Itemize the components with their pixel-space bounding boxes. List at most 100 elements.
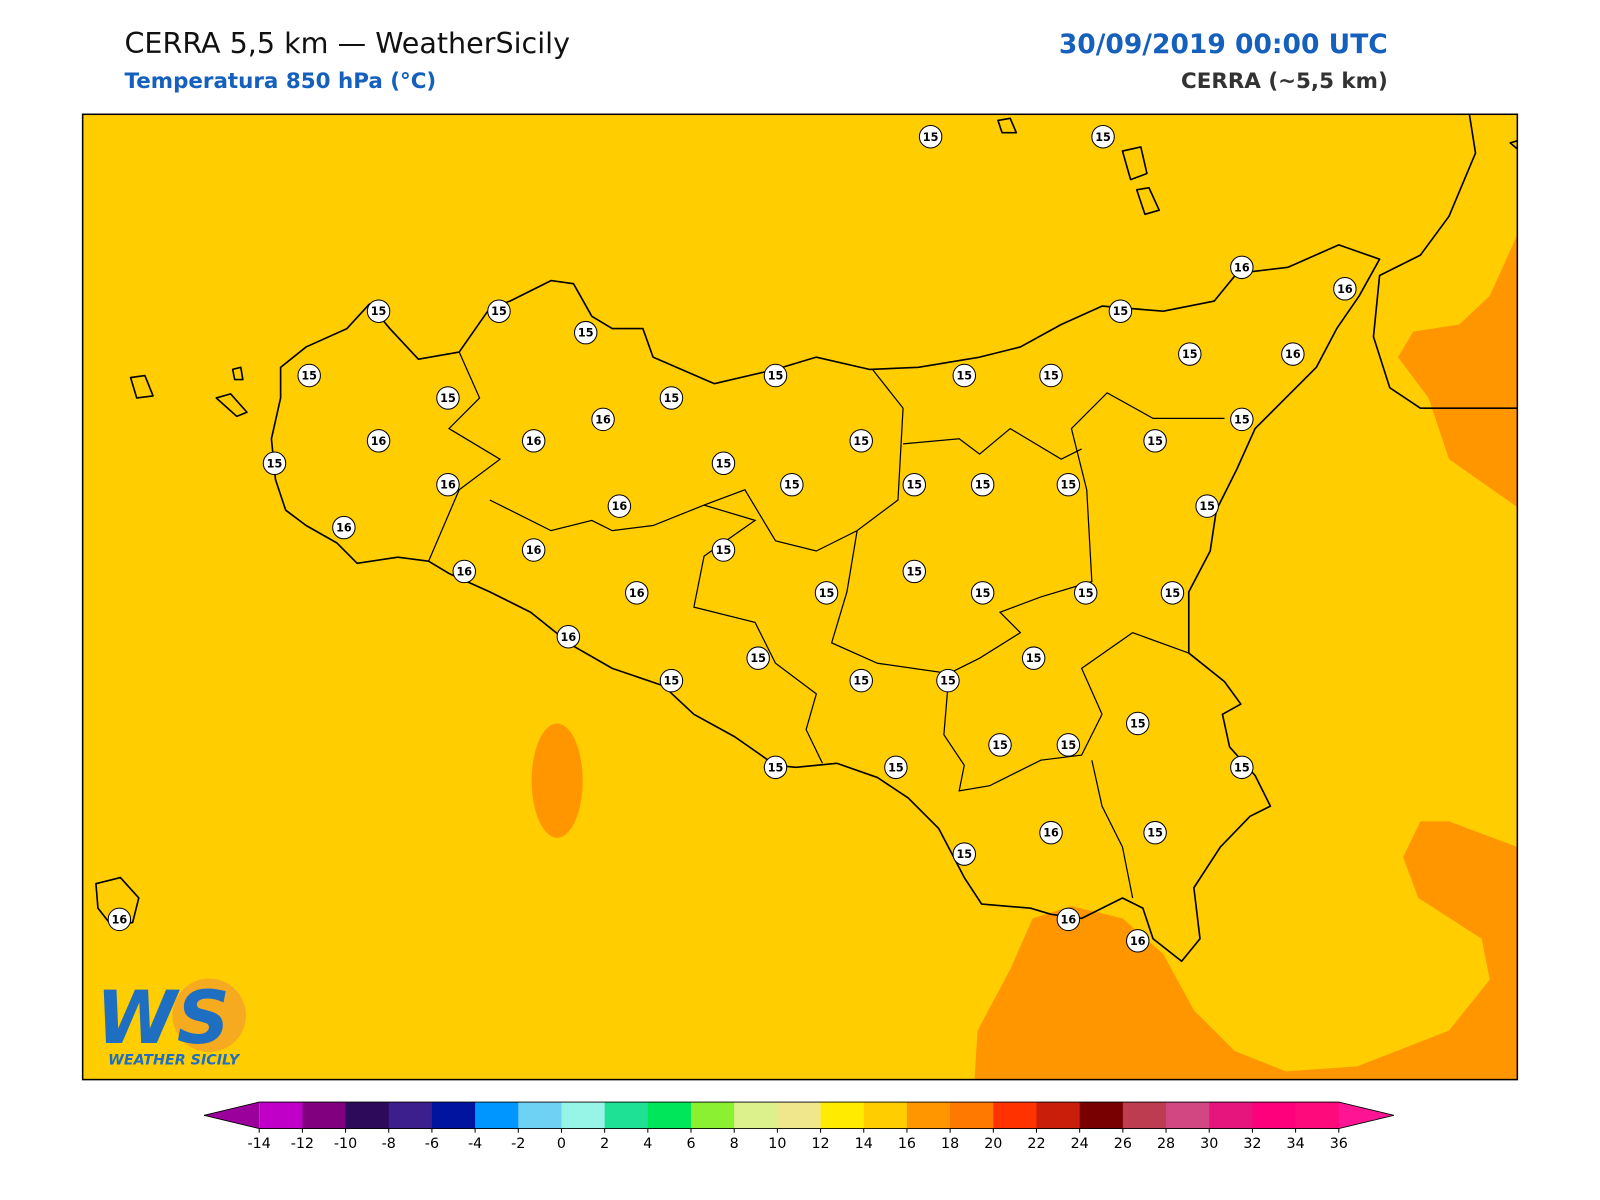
station-value: 16 — [456, 565, 472, 578]
colorbar-tick-label: 8 — [730, 1136, 739, 1152]
colorbar-tick-label: 28 — [1157, 1136, 1175, 1152]
station-value: 15 — [750, 652, 766, 665]
station-marker — [1230, 255, 1254, 280]
station-marker — [1039, 363, 1063, 388]
station-value: 16 — [561, 631, 577, 644]
logo-name: WEATHER SICILY — [108, 1052, 241, 1068]
station-marker — [436, 472, 460, 497]
station-marker — [591, 407, 615, 432]
station-marker — [262, 451, 287, 475]
station-marker — [970, 472, 995, 497]
station-marker — [970, 581, 995, 605]
colorbar-box — [475, 1102, 519, 1129]
station-value: 15 — [768, 370, 784, 383]
station-value: 15 — [768, 761, 784, 774]
colorbar-box — [820, 1102, 865, 1129]
station-value: 15 — [906, 479, 922, 492]
colorbar-box — [518, 1102, 562, 1129]
station-marker — [1126, 711, 1150, 736]
station-value: 15 — [819, 587, 835, 600]
station-marker — [556, 625, 581, 649]
station-value: 16 — [1337, 283, 1353, 296]
colorbar-box — [691, 1102, 735, 1129]
colorbar-tick-label: -4 — [468, 1136, 482, 1152]
logo-sun — [172, 978, 246, 1053]
station-marker — [521, 429, 546, 453]
station-marker — [1281, 342, 1305, 366]
station-value: 15 — [1061, 739, 1077, 752]
map-frame — [81, 113, 1519, 1081]
station-marker — [366, 429, 391, 453]
station-marker — [521, 538, 546, 562]
station-value: 15 — [975, 479, 991, 492]
colorbar-box — [1036, 1102, 1081, 1129]
station-value: 15 — [491, 305, 507, 318]
colorbar-tick-label: 22 — [1027, 1136, 1045, 1152]
station-value: 15 — [267, 457, 283, 470]
station-marker — [1021, 646, 1046, 670]
field — [82, 114, 1518, 1080]
warm-area — [1397, 234, 1518, 508]
station-marker — [746, 646, 770, 670]
station-marker — [1195, 494, 1219, 518]
station-value: 15 — [1061, 479, 1077, 492]
colorbar-box — [1252, 1102, 1297, 1129]
station-value: 15 — [956, 370, 972, 383]
colorbar-box — [345, 1102, 390, 1129]
station-marker — [1178, 342, 1202, 366]
model: CERRA (~5,5 km) — [1181, 69, 1388, 94]
station-value: 15 — [1234, 413, 1250, 426]
station-marker — [763, 755, 788, 780]
station-value: 15 — [1234, 761, 1250, 774]
colorbar-tick-label: 6 — [686, 1136, 695, 1152]
colorbar-box — [1166, 1102, 1210, 1129]
station-value: 16 — [1043, 827, 1059, 840]
station-marker — [297, 363, 321, 388]
colorbar-box — [1122, 1102, 1167, 1129]
station-value: 15 — [1147, 435, 1163, 448]
station-marker — [659, 386, 684, 410]
station-value: 16 — [595, 413, 611, 426]
colorbar-box — [561, 1102, 606, 1129]
station-value: 15 — [371, 305, 387, 318]
colorbar-box — [993, 1102, 1037, 1129]
station-marker — [1039, 820, 1063, 845]
colorbar-tick-label: 0 — [557, 1136, 566, 1152]
station-marker — [936, 668, 960, 693]
colorbar-tick-label: 30 — [1200, 1136, 1218, 1152]
stations: 15 15 16 16 15 15 15 15 15 16 15 15 15 15 15 15 16 15 16 16… — [107, 125, 1357, 953]
station-marker — [763, 363, 788, 388]
station-value: 15 — [1130, 717, 1146, 730]
station-marker — [780, 472, 804, 497]
station-marker — [1091, 125, 1115, 149]
station-marker — [1056, 907, 1081, 932]
station-value: 15 — [1182, 348, 1198, 361]
station-marker — [607, 494, 632, 518]
station-value: 16 — [526, 544, 542, 557]
station-marker — [1160, 581, 1185, 605]
colorbar-box — [1079, 1102, 1124, 1129]
station-value: 16 — [629, 587, 645, 600]
station-value: 15 — [716, 544, 732, 557]
station-value: 15 — [578, 327, 594, 340]
station-value: 16 — [1285, 348, 1301, 361]
station-marker — [1230, 407, 1254, 432]
station-marker — [849, 668, 873, 693]
station-value: 15 — [853, 435, 869, 448]
station-marker — [366, 299, 391, 323]
station-value: 15 — [664, 675, 680, 688]
station-value: 15 — [1165, 587, 1181, 600]
colorbar-tick-label: 12 — [811, 1136, 829, 1152]
station-value: 16 — [371, 435, 387, 448]
station-marker — [952, 363, 977, 388]
station-value: 16 — [112, 913, 128, 926]
station-value: 15 — [1026, 652, 1042, 665]
station-marker — [1230, 755, 1254, 780]
warm-area — [974, 821, 1518, 1080]
station-marker — [1056, 472, 1081, 497]
coastline — [270, 244, 1381, 963]
colorbar-tick-label: 20 — [984, 1136, 1002, 1152]
warm-area — [531, 723, 583, 838]
colorbar-box — [1209, 1102, 1253, 1129]
